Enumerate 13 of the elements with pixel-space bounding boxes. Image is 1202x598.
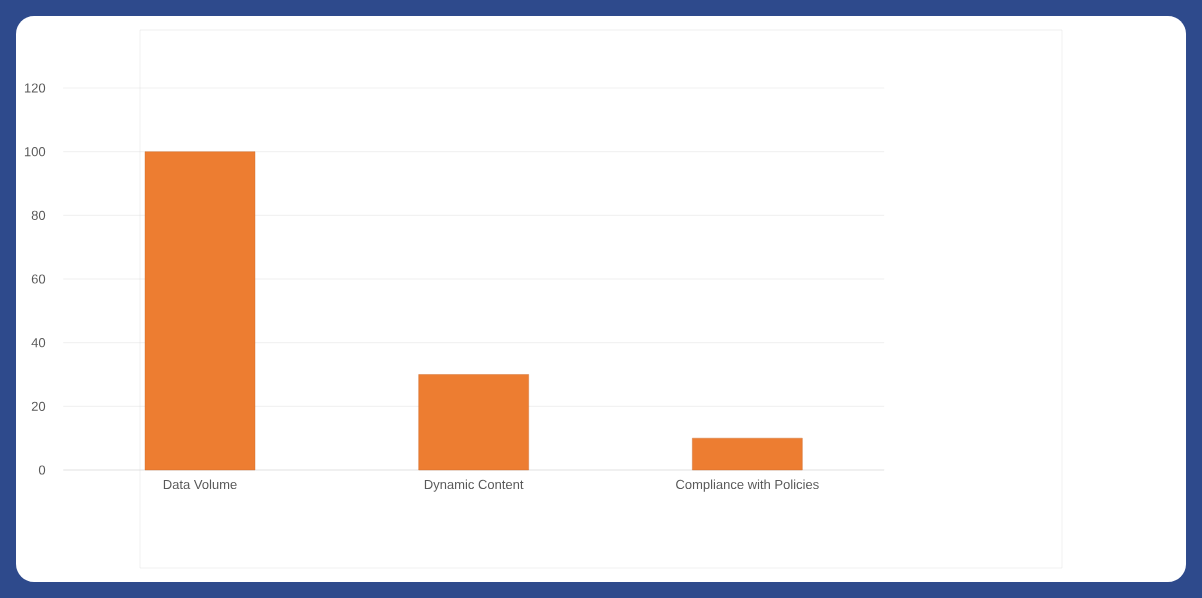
x-tick-label: Dynamic Content	[424, 479, 524, 492]
y-tick-label: 120	[24, 83, 46, 93]
y-tick-label: 20	[31, 401, 46, 411]
bar	[692, 437, 803, 471]
y-tick-label: 40	[31, 338, 46, 348]
x-tick-label: Compliance with Policies	[676, 479, 819, 492]
y-tick-label: 60	[31, 274, 46, 284]
y-tick-label: 80	[31, 210, 46, 220]
bar	[418, 374, 529, 471]
bar	[144, 151, 256, 471]
y-tick-label: 0	[38, 465, 46, 475]
x-tick-label: Data Volume	[163, 479, 237, 490]
y-tick-label: 100	[24, 147, 46, 157]
